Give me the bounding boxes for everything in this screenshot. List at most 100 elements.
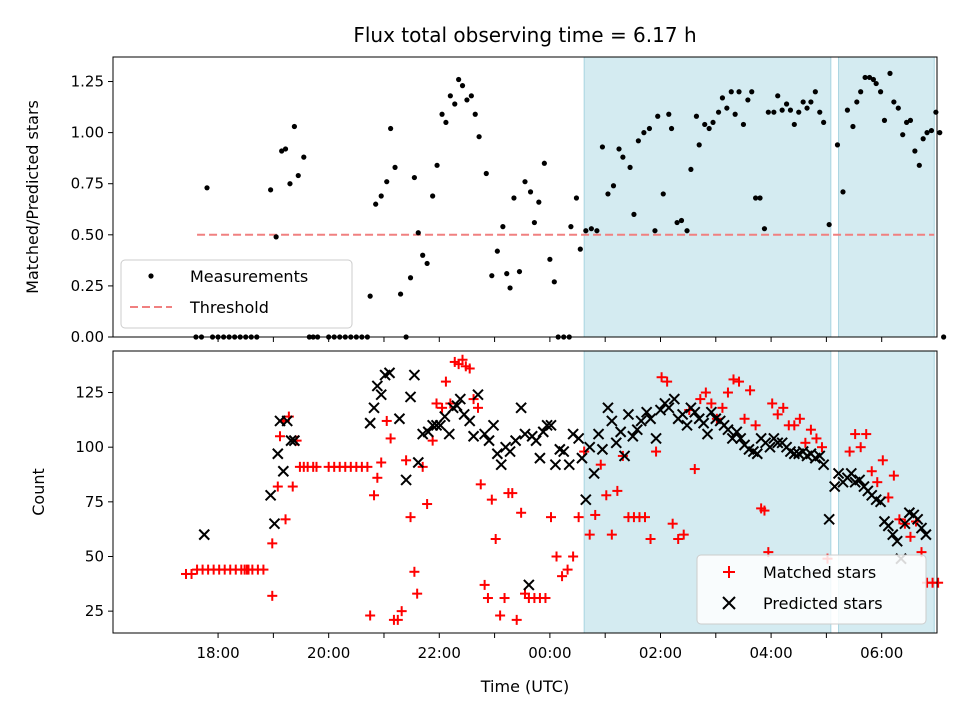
measurement-point [536, 199, 542, 205]
predicted-star-point [400, 474, 412, 486]
x-tick-label: 02:00 [639, 644, 682, 662]
measurement-point [736, 89, 742, 95]
bottom-axes-frame [112, 350, 938, 634]
measurement-point [616, 146, 622, 152]
measurement-point [826, 221, 832, 228]
predicted-star-point [891, 535, 903, 547]
legend-predicted-label: Predicted stars [763, 594, 883, 613]
predicted-star-point [588, 467, 600, 480]
legend-measurements-marker [148, 273, 154, 279]
matched-star-point [805, 424, 816, 435]
measurement-point [688, 166, 694, 173]
x-tick-label: 04:00 [749, 644, 792, 662]
measurement-point [407, 275, 414, 281]
predicted-star-point [412, 456, 424, 469]
matched-star-point [369, 490, 380, 501]
measurement-point [870, 76, 877, 83]
matched-star-point [573, 512, 584, 523]
predicted-star-point [882, 520, 895, 532]
measurement-point [912, 148, 918, 154]
top-legend-box [120, 259, 353, 329]
measurement-point [373, 201, 379, 207]
predicted-star-point [576, 452, 588, 464]
measurement-point [472, 111, 478, 117]
measurement-point [850, 123, 856, 130]
measurement-point [732, 111, 738, 117]
x-tick-label: 22:00 [418, 644, 461, 662]
predicted-star-point [495, 458, 507, 471]
measurement-point [920, 136, 926, 142]
measurement-point [452, 101, 458, 107]
predicted-star-point [451, 399, 463, 412]
measurement-point [384, 179, 390, 185]
matched-star-point [431, 398, 442, 409]
measurement-point [652, 228, 658, 234]
x-tick-label: 06:00 [860, 644, 903, 662]
predicted-star-point [472, 389, 484, 401]
matched-star-point [381, 415, 392, 426]
predicted-star-point [635, 415, 647, 427]
predicted-star-point [288, 434, 301, 447]
measurement-point [706, 125, 712, 132]
matched-star-point [412, 588, 423, 599]
measurement-point [895, 105, 901, 111]
measurement-point [551, 279, 557, 285]
matched-star-point [695, 394, 706, 405]
matched-star-point [811, 433, 822, 444]
measurement-point [411, 174, 417, 181]
predicted-star-point [483, 434, 495, 447]
predicted-star-point [454, 393, 467, 405]
matched-star-point [584, 529, 595, 540]
measurement-point [702, 121, 708, 128]
legend-matched-label: Matched stars [763, 563, 876, 582]
measurement-point [504, 271, 510, 277]
predicted-star-point [430, 419, 443, 432]
measurement-point [631, 211, 637, 217]
matched-star-point [656, 372, 667, 383]
predicted-star-point [614, 426, 627, 438]
matched-star-point [772, 409, 783, 420]
predicted-star-point [832, 467, 845, 480]
predicted-star-point [285, 434, 297, 447]
predicted-star-point [887, 528, 899, 541]
predicted-star-point [627, 430, 639, 442]
measurement-point [873, 80, 879, 87]
measurement-point [710, 119, 716, 126]
predicted-star-point [764, 441, 776, 453]
predicted-star-point [602, 402, 614, 414]
measurement-point [887, 70, 893, 76]
matched-star-point [437, 402, 448, 413]
matched-star-point [482, 593, 493, 604]
measurement-point [779, 107, 785, 113]
matched-star-point [479, 579, 490, 590]
measurement-point [620, 154, 626, 160]
bottom-legend-box [696, 554, 927, 625]
measurement-point [655, 113, 661, 119]
measurement-point [388, 125, 394, 132]
matched-star-point [422, 499, 433, 510]
matched-star-point [516, 507, 527, 518]
measurement-point [268, 187, 274, 193]
measurement-point [443, 119, 449, 126]
matched-star-point [617, 450, 628, 461]
measurement-point [719, 95, 726, 101]
predicted-star-point [705, 406, 718, 418]
matched-star-point [855, 442, 866, 453]
predicted-star-point [697, 417, 710, 429]
predicted-star-point [443, 428, 455, 440]
matched-star-point [275, 431, 286, 442]
measurement-point [800, 99, 806, 105]
predicted-star-point [874, 496, 887, 508]
predicted-star-point [491, 448, 504, 460]
measurement-point [547, 256, 553, 262]
predicted-star-point [523, 579, 535, 591]
predicted-star-point [439, 410, 451, 423]
measurement-point [500, 224, 506, 230]
matched-star-point [673, 534, 684, 544]
measurement-point [483, 170, 489, 177]
matched-star-point [678, 529, 689, 540]
measurement-point [204, 185, 210, 191]
legend-matched-marker [723, 566, 735, 578]
measurement-point [674, 219, 680, 226]
